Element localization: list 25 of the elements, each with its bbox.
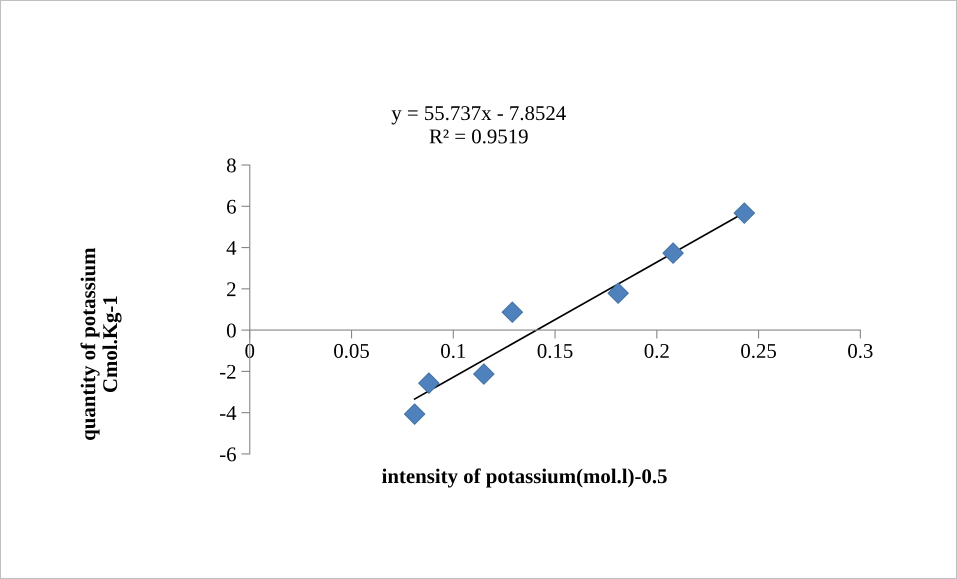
- y-tick-label: -2: [220, 364, 236, 379]
- x-tick-label: 0.25: [741, 344, 776, 358]
- y-tick-label: 8: [226, 158, 236, 172]
- y-tick-label: -6: [220, 447, 236, 462]
- x-tick-label: 0.2: [644, 344, 669, 358]
- y-tick-label: -4: [220, 406, 236, 420]
- y-axis-title: quantity of potassium Cmol.Kg-1: [80, 248, 122, 440]
- y-tick-label: 6: [227, 200, 236, 214]
- y-tick-label: 0: [226, 323, 236, 338]
- y-tick-label: 2: [227, 282, 236, 296]
- point: [502, 301, 524, 323]
- x-tick-label: 0.05: [334, 344, 369, 358]
- x-tick-label: 0.3: [848, 344, 873, 358]
- y-tick-label: 4: [226, 241, 236, 255]
- text: y = 55.737x - 7.8524 R² = 0.9519: [392, 106, 566, 144]
- point: [473, 363, 495, 385]
- point: [607, 282, 629, 304]
- point: [404, 403, 426, 425]
- x-axis-title: intensity of potassium(mol.l)-0.5: [382, 468, 667, 488]
- x-tick-label: 0.1: [441, 344, 466, 358]
- point: [662, 242, 684, 264]
- point: [734, 202, 756, 224]
- point: [418, 372, 440, 394]
- x-tick-label: 0: [245, 344, 254, 358]
- x-tick-label: 0.15: [538, 344, 572, 358]
